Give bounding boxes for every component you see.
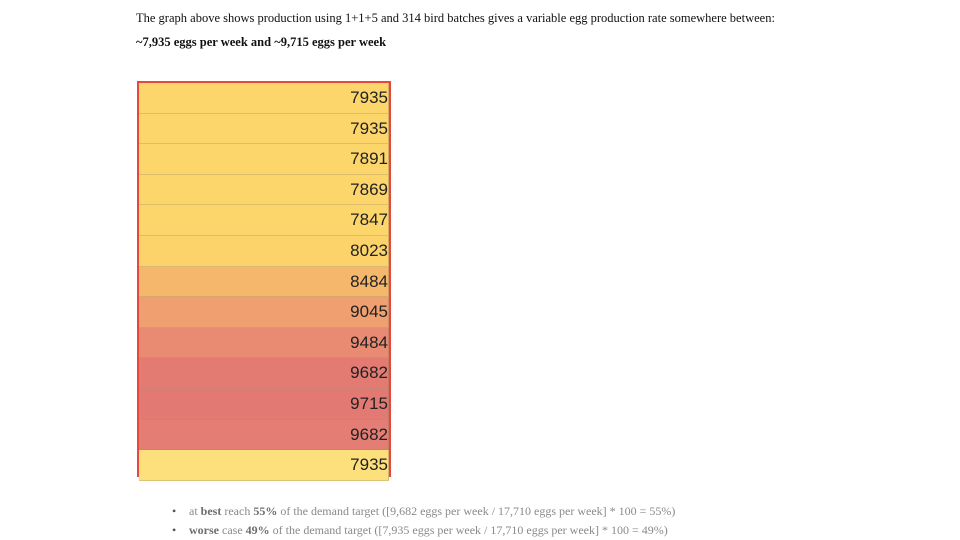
table-row: 7891 (139, 144, 389, 175)
cell-value: 9682 (350, 424, 388, 444)
intro-range-text: ~7,935 eggs per week and ~9,715 eggs per… (136, 35, 387, 49)
bullet-bold-percent: 55% (253, 504, 278, 518)
cell-divider (388, 419, 389, 450)
bullet-text-mid: case (219, 523, 246, 537)
bullet-dot: • (172, 504, 177, 518)
table-row: 9715 (139, 388, 389, 420)
bullet-list: • at best reach 55% of the demand target… (172, 502, 675, 540)
cell-value: 7935 (350, 455, 388, 475)
bullet-worst-case: • worse case 49% of the demand target ([… (172, 521, 675, 540)
cell-divider (388, 83, 389, 113)
bullet-text-pre: at (189, 504, 201, 518)
table-row: 7935 (139, 113, 389, 145)
bullet-bold-label: worse (189, 523, 219, 537)
cell-value: 7935 (350, 118, 388, 138)
table-row: 7847 (139, 205, 389, 236)
cell-divider (388, 297, 389, 327)
cell-value: 8023 (350, 240, 388, 260)
cell-value: 9682 (350, 363, 388, 383)
table-row: 9682 (139, 419, 389, 451)
cell-value: 9715 (350, 393, 388, 413)
table-row: 7869 (139, 174, 389, 206)
bullet-best-case: • at best reach 55% of the demand target… (172, 502, 675, 521)
cell-value: 7869 (350, 179, 388, 199)
table-row: 7935 (139, 450, 389, 481)
table-row: 8484 (139, 266, 389, 298)
cell-value: 8484 (350, 271, 388, 291)
table-row: 8023 (139, 235, 389, 267)
cell-divider (388, 358, 389, 388)
bullet-text-post: of the demand target ([7,935 eggs per we… (269, 523, 668, 537)
bullet-text-mid: reach (221, 504, 254, 518)
cell-value: 9045 (350, 302, 388, 322)
table-row: 7935 (139, 83, 389, 114)
table-row: 9045 (139, 297, 389, 328)
cell-value: 9484 (350, 332, 388, 352)
cell-divider (388, 327, 389, 358)
bullet-dot: • (172, 523, 177, 537)
egg-production-table: 7935 7935 7891 7869 7847 8023 8484 9045 9484 9682… (137, 81, 391, 481)
cell-divider (388, 266, 389, 297)
table-row: 9682 (139, 358, 389, 389)
bullet-text-post: of the demand target ([9,682 eggs per we… (277, 504, 676, 518)
cell-divider (388, 450, 389, 480)
cell-value: 7891 (350, 149, 388, 169)
cell-divider (388, 205, 389, 235)
cell-divider (388, 174, 389, 205)
table-rows: 7935 7935 7891 7869 7847 8023 8484 9045 9484 9682… (139, 83, 389, 481)
cell-divider (388, 144, 389, 174)
bullet-bold-label: best (200, 504, 222, 518)
intro-text: The graph above shows production using 1… (136, 11, 775, 25)
cell-value: 7847 (350, 210, 388, 230)
cell-divider (388, 235, 389, 266)
bullet-bold-percent: 49% (245, 523, 270, 537)
cell-divider (388, 388, 389, 419)
table-row: 9484 (139, 327, 389, 359)
cell-divider (388, 113, 389, 144)
cell-value: 7935 (350, 88, 388, 107)
